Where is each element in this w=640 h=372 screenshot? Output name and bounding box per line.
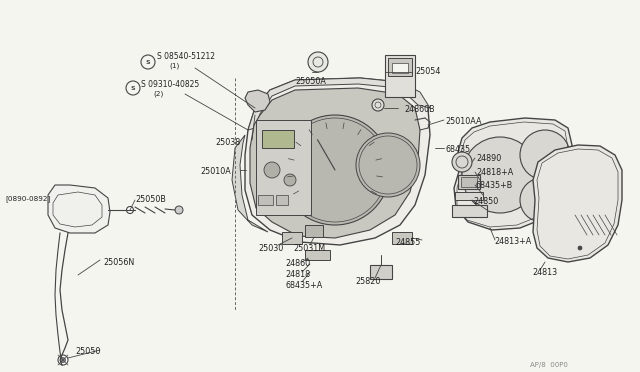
Circle shape [520, 178, 564, 222]
Circle shape [61, 357, 65, 362]
Circle shape [127, 206, 134, 214]
Bar [370, 265, 392, 279]
Bar [305, 250, 330, 260]
Text: 24813: 24813 [532, 268, 557, 277]
Circle shape [284, 174, 296, 186]
Text: (1): (1) [169, 62, 179, 68]
Circle shape [578, 246, 582, 250]
Bar [458, 175, 480, 189]
Bar [276, 195, 288, 205]
Text: 24813+A: 24813+A [494, 237, 531, 246]
Circle shape [280, 115, 390, 225]
Polygon shape [232, 135, 268, 232]
Text: 25056N: 25056N [103, 258, 134, 267]
Bar [388, 58, 412, 76]
Bar [452, 205, 487, 217]
Text: S: S [131, 86, 135, 90]
Text: 68435+A: 68435+A [285, 281, 323, 290]
Circle shape [520, 130, 570, 180]
Text: 25050: 25050 [75, 347, 100, 356]
Text: 24818+A: 24818+A [476, 168, 513, 177]
Text: 25010AA: 25010AA [445, 117, 481, 126]
Bar [455, 192, 483, 200]
Text: 25031M: 25031M [293, 244, 325, 253]
Text: (2): (2) [153, 90, 163, 96]
Text: S 09310-40825: S 09310-40825 [141, 80, 199, 89]
Text: 25050A: 25050A [295, 77, 326, 86]
Polygon shape [245, 78, 430, 245]
Text: 25038: 25038 [215, 138, 240, 147]
Circle shape [372, 99, 384, 111]
Text: S 08540-51212: S 08540-51212 [157, 52, 215, 61]
Circle shape [264, 162, 280, 178]
Circle shape [356, 133, 420, 197]
Circle shape [452, 152, 472, 172]
Bar [392, 232, 412, 244]
Text: 68435: 68435 [445, 145, 470, 154]
Bar [461, 177, 477, 187]
Text: 24850: 24850 [473, 197, 499, 206]
Bar [385, 55, 415, 97]
Polygon shape [245, 90, 270, 112]
Polygon shape [250, 88, 420, 238]
Text: 24860: 24860 [285, 259, 310, 268]
Bar [392, 63, 408, 73]
Text: 24818: 24818 [285, 270, 310, 279]
Text: 24855: 24855 [395, 238, 420, 247]
Circle shape [58, 355, 68, 365]
Text: 25820: 25820 [355, 277, 380, 286]
Circle shape [175, 206, 183, 214]
Polygon shape [454, 118, 572, 230]
Text: 25030: 25030 [258, 244, 284, 253]
Text: AP/8  00P0: AP/8 00P0 [530, 362, 568, 368]
Polygon shape [248, 78, 430, 130]
Text: S: S [146, 60, 150, 64]
Bar [282, 232, 302, 244]
Text: 25010A: 25010A [200, 167, 231, 176]
Bar [258, 195, 273, 205]
Bar [256, 120, 311, 215]
Polygon shape [48, 185, 110, 233]
Bar [305, 225, 323, 237]
Bar [262, 130, 294, 148]
Text: 24860B: 24860B [404, 105, 435, 114]
Circle shape [462, 137, 538, 213]
Text: 68435+B: 68435+B [476, 181, 513, 190]
Text: [0890-0892]: [0890-0892] [5, 195, 51, 202]
Text: 24890: 24890 [476, 154, 501, 163]
Text: 25054: 25054 [415, 67, 440, 76]
Text: 25050B: 25050B [135, 195, 166, 204]
Circle shape [308, 52, 328, 72]
Polygon shape [533, 145, 622, 262]
